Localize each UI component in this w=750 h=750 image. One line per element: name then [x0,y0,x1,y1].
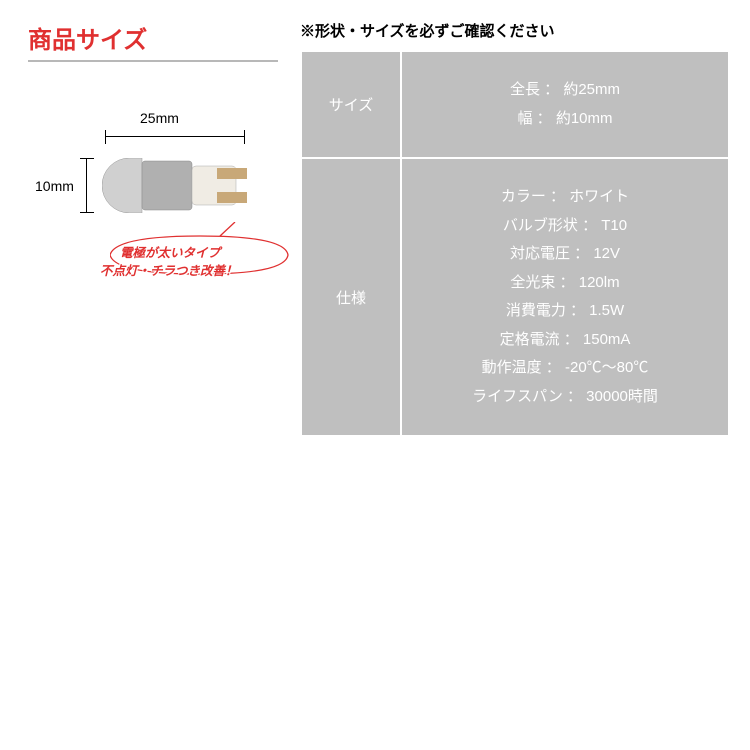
callout-text-line1: 電極が太いタイプ [120,242,220,261]
spec-line: 対応電圧 ： 12V [412,240,718,269]
spec-row-body-spec: カラー ： ホワイト バルブ形状 ： T10 対応電圧 ： 12V 全光束 ： … [401,158,729,436]
bulb-body [142,161,192,210]
dimension-width-bar [86,158,87,213]
bulb-contact-bottom [217,192,247,203]
spec-line: 動作温度 ： -20℃〜80℃ [412,354,718,383]
dimension-length-bar [105,136,245,137]
bulb-contact-top [217,168,247,179]
dimension-width-label: 10mm [35,178,74,194]
callout-text-line2: 不点灯・チラつき改善！ [100,260,238,279]
title-underline [28,60,278,62]
spec-row-head-spec: 仕様 [301,158,401,436]
dimension-length-line [105,130,245,144]
spec-line: 幅 ： 約10mm [412,105,718,134]
dimension-length-label: 25mm [140,110,179,126]
spec-line: 定格電流 ： 150mA [412,326,718,355]
spec-line: カラー ： ホワイト [412,183,718,212]
spec-line: ライフスパン ： 30000時間 [412,383,718,412]
table-row: サイズ 全長 ： 約25mm 幅 ： 約10mm [301,51,729,158]
bulb-illustration [102,158,248,213]
dimension-width-line [80,158,94,213]
spec-line: 全長 ： 約25mm [412,76,718,105]
spec-table: サイズ 全長 ： 約25mm 幅 ： 約10mm 仕様 カラー ： ホワイト バ… [300,50,730,437]
spec-line: 全光束 ： 120lm [412,269,718,298]
bulb-dome [102,158,142,213]
spec-row-body-size: 全長 ： 約25mm 幅 ： 約10mm [401,51,729,158]
spec-line: バルブ形状 ： T10 [412,212,718,241]
confirmation-notice: ※形状・サイズを必ずご確認ください [300,20,555,41]
page-title: 商品サイズ [28,20,147,55]
spec-row-head-size: サイズ [301,51,401,158]
spec-line: 消費電力 ： 1.5W [412,297,718,326]
table-row: 仕様 カラー ： ホワイト バルブ形状 ： T10 対応電圧 ： 12V 全光束… [301,158,729,436]
product-diagram: 25mm 10mm 電極が太いタイプ 不点灯・チラつき改善！ [20,130,290,330]
